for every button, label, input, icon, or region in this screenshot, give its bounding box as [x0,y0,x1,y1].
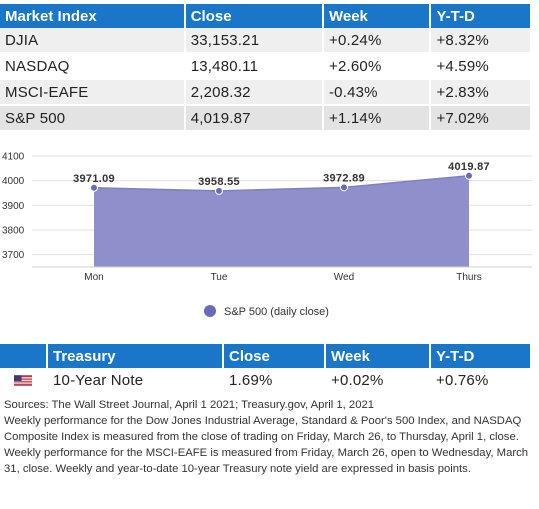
header-flag [0,344,48,368]
data-label: 3971.09 [73,173,115,185]
y-tick-label: 4000 [2,176,25,187]
treasury-header-row: Treasury Close Week Y-T-D [0,344,532,368]
index-close: 13,480.11 [185,54,324,80]
table-row: S&P 500 4,019.87 +1.14% +7.02% [0,106,532,132]
index-name: NASDAQ [0,54,186,80]
methodology-text: Weekly performance for the Dow Jones Ind… [4,415,529,475]
header-treasury: Treasury [48,344,224,368]
index-close: 33,153.21 [185,28,324,54]
y-tick-label: 3800 [2,226,25,237]
treasury-ytd: +0.76% [431,368,532,392]
header-ytd: Y-T-D [431,344,532,368]
index-ytd: +7.02% [431,106,532,132]
market-index-table: Market Index Close Week Y-T-D DJIA 33,15… [0,4,532,132]
index-ytd: +2.83% [431,80,532,106]
legend-marker [204,305,216,317]
index-close: 2,208.32 [185,80,324,106]
index-week: -0.43% [323,80,432,106]
header-week: Week [323,4,432,28]
header-close: Close [185,4,324,28]
sp500-area-chart: 3700 3800 3900 4000 4100 3971.09 3958.55 3972.8… [2,152,532,318]
index-week: +2.60% [323,54,432,80]
header-ytd: Y-T-D [431,4,532,28]
header-market-index: Market Index [0,4,186,28]
data-label: 4019.87 [448,161,490,173]
legend-label: S&P 500 (daily close) [224,306,329,318]
treasury-week: +0.02% [326,368,431,392]
treasury-table: Treasury Close Week Y-T-D 10-Year Note 1… [0,344,532,392]
index-name: MSCI-EAFE [0,80,186,106]
y-tick-label: 4100 [2,152,25,163]
x-tick-label: Mon [84,272,103,283]
header-week: Week [326,344,431,368]
index-close: 4,019.87 [185,106,324,132]
data-point [340,183,348,192]
x-tick-label: Wed [334,272,354,283]
table-row: DJIA 33,153.21 +0.24% +8.32% [0,28,532,54]
data-label: 3958.55 [198,176,240,188]
index-ytd: +4.59% [431,54,532,80]
table-row: 10-Year Note 1.69% +0.02% +0.76% [0,368,532,392]
table-row: MSCI-EAFE 2,208.32 -0.43% +2.83% [0,80,532,106]
y-tick-label: 3900 [2,201,25,212]
data-point [465,171,473,180]
index-name: DJIA [0,28,186,54]
data-label: 3972.89 [323,172,365,184]
data-point [215,186,223,195]
index-name: S&P 500 [0,106,186,132]
treasury-name: 10-Year Note [48,368,224,392]
index-ytd: +8.32% [431,28,532,54]
market-header-row: Market Index Close Week Y-T-D [0,4,532,28]
flag-cell [0,368,48,392]
header-close: Close [224,344,326,368]
us-flag-icon [14,375,32,386]
data-point [90,183,98,192]
index-week: +0.24% [323,28,432,54]
index-week: +1.14% [323,106,432,132]
y-tick-label: 3700 [2,250,25,261]
series-line [93,175,470,192]
footnotes: Sources: The Wall Street Journal, April … [4,397,536,477]
table-row: NASDAQ 13,480.11 +2.60% +4.59% [0,54,532,80]
treasury-close: 1.69% [224,368,326,392]
series-area [94,175,469,267]
x-tick-label: Thurs [456,272,482,283]
sources-text: Sources: The Wall Street Journal, April … [4,399,375,411]
x-tick-label: Tue [211,272,228,283]
